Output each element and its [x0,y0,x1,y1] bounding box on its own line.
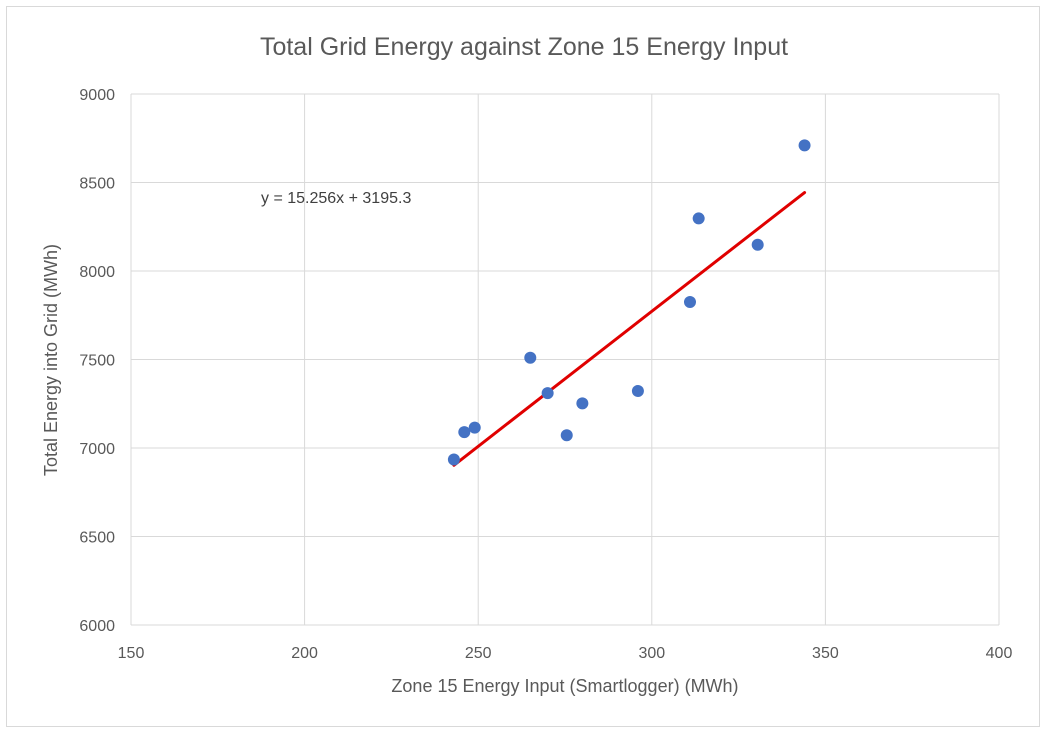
tick-layer: 150 200 250 300 350 400 6000 6500 7000 7500 8000 85… [79,87,1012,662]
trendline-equation: y = 15.256x + 3195.3 [261,190,411,207]
data-point [798,139,811,152]
x-tick-label: 150 [118,645,145,662]
trendline-layer [452,191,807,467]
x-tick-label: 350 [812,645,839,662]
chart-frame [6,6,1040,727]
x-tick-label: 250 [465,645,492,662]
data-point [468,421,481,434]
data-point [751,238,764,251]
data-point [560,429,573,442]
data-point [458,426,471,439]
y-tick-label: 6500 [79,530,115,547]
x-tick-label: 400 [986,645,1013,662]
y-tick-label: 7000 [79,441,115,458]
y-tick-label: 8000 [79,264,115,281]
y-axis-label: Total Energy into Grid (MWh) [41,244,61,476]
point-layer [447,139,811,466]
x-tick-label: 300 [638,645,665,662]
y-tick-label: 9000 [79,87,115,104]
x-axis-label: Zone 15 Energy Input (Smartlogger) (MWh) [391,676,738,696]
data-point [683,295,696,308]
x-tick-label: 200 [291,645,318,662]
grid-layer [130,93,1000,626]
y-tick-label: 7500 [79,353,115,370]
chart-title: Total Grid Energy against Zone 15 Energy… [260,33,788,61]
y-tick-label: 6000 [79,618,115,635]
data-point [524,351,537,364]
y-tick-label: 8500 [79,176,115,193]
data-point [447,453,460,466]
data-point [692,212,705,225]
data-point [631,385,644,398]
data-point [541,387,554,400]
data-point [576,397,589,410]
trendline [452,191,807,467]
